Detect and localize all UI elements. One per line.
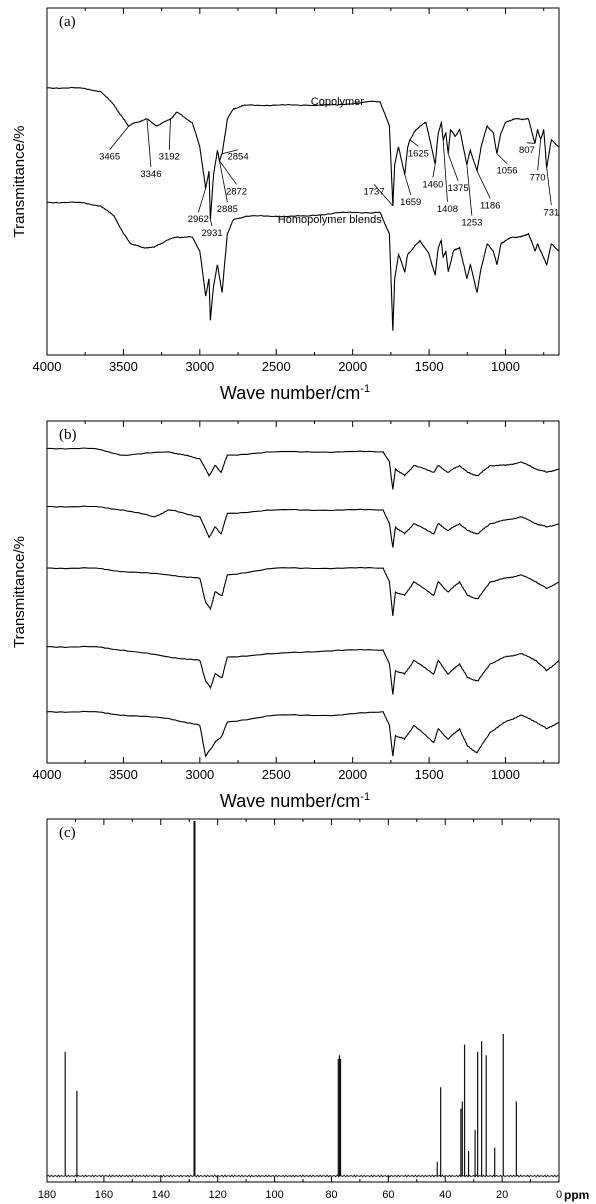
x-tick-label: 3000 [185, 359, 214, 374]
peak-leader-line [222, 149, 239, 155]
peak-label: 2854 [227, 152, 248, 163]
peak-label: 1625 [408, 148, 429, 159]
x-axis-label: Wave number/cm-1 [220, 383, 370, 403]
x-tick-label: 40 [439, 1189, 451, 1201]
peak-label: 770 [530, 173, 546, 184]
peak-leader-line [404, 174, 412, 195]
x-tick-label: 3500 [109, 767, 138, 782]
spectrum-line-4 [47, 645, 560, 695]
peak-label: 1253 [461, 218, 482, 229]
x-tick-label: 100 [265, 1189, 283, 1201]
nmr-baseline [46, 1174, 560, 1178]
x-tick-label: 1000 [491, 767, 520, 782]
x-tick-label: 180 [38, 1189, 56, 1201]
panel-1-axes: 4000 3500 3000 2500 2000 1500 1000 (b) Transmitt… [11, 420, 560, 811]
peak-leader-line [146, 119, 152, 168]
x-tick-label: 1500 [415, 359, 444, 374]
series-label: Copolymer [311, 96, 365, 108]
peak-label: 1056 [496, 166, 517, 177]
x-tick-label: 3000 [185, 767, 214, 782]
plot-frame [46, 7, 560, 356]
peak-leader-line [537, 139, 542, 171]
spectrum-line-1 [47, 447, 560, 490]
x-tick-label: 3500 [109, 359, 138, 374]
x-tick-label: 140 [152, 1189, 170, 1201]
x-tick-label: 60 [382, 1189, 394, 1201]
x-axis-label-superscript: -1 [360, 383, 370, 395]
peak-leader-line [168, 119, 171, 150]
panel-2-axes: 180 160 140 120 100 80 60 40 20 0 (c) ppm [38, 818, 589, 1202]
spectrum-line-5 [47, 710, 560, 758]
series-label: Homopolymer blends [278, 214, 382, 226]
peak-leader-line [476, 170, 491, 199]
x-tick-label: 2000 [338, 359, 367, 374]
peak-label: 1659 [400, 197, 421, 208]
series-line-copolymer [47, 86, 560, 220]
panel-label: (b) [59, 427, 77, 443]
y-axis-label: Transmittance/% [11, 536, 28, 648]
x-tick-label: 80 [325, 1189, 337, 1201]
peak-leader-line [219, 160, 237, 185]
spectrum-line-3 [47, 566, 560, 616]
x-tick-label: 1000 [491, 359, 520, 374]
peak-label: 3346 [140, 169, 161, 180]
x-axis-label: Wave number/cm-1 [220, 791, 370, 811]
peak-label: 2872 [226, 186, 247, 197]
peak-leader-line [496, 153, 508, 164]
panel-label: (c) [59, 825, 76, 841]
plot-frame [46, 420, 560, 764]
x-tick-label: 2000 [338, 767, 367, 782]
peak-leader-line [409, 139, 419, 147]
peak-label: 1375 [448, 183, 469, 194]
spectrum-line-2 [47, 505, 560, 548]
peak-leader-line [109, 125, 130, 150]
x-tick-label: 120 [208, 1189, 226, 1201]
x-axis-unit-label: ppm [564, 1188, 589, 1202]
peak-leader-line [447, 153, 459, 182]
peak-label: 1408 [437, 204, 458, 215]
x-tick-label: 160 [95, 1189, 113, 1201]
peak-leader-line [209, 219, 213, 227]
peak-leader-line [217, 150, 228, 202]
peak-label: 1460 [422, 180, 443, 191]
peak-label: 3465 [99, 152, 120, 163]
x-tick-label: 2500 [262, 359, 291, 374]
peak-leader-line [466, 164, 473, 216]
peak-label: 3192 [159, 152, 180, 163]
x-tick-label: 4000 [33, 767, 62, 782]
x-tick-label: 4000 [33, 359, 62, 374]
y-axis-label: Transmittance/% [11, 126, 28, 238]
peak-leader-line [432, 164, 436, 178]
peak-label: 2931 [201, 228, 222, 239]
x-tick-label: 0 [556, 1189, 562, 1201]
peak-leader-line [526, 142, 536, 144]
peak-leader-line [442, 139, 448, 202]
peak-label: 1737 [363, 186, 384, 197]
panel-label: (a) [59, 14, 76, 30]
x-tick-label: 2500 [262, 767, 291, 782]
x-axis-label-superscript: -1 [360, 791, 370, 803]
peak-label: 1186 [480, 200, 500, 211]
peak-label: 2885 [217, 204, 238, 215]
peak-label: 807 [519, 145, 535, 156]
x-tick-label: 20 [496, 1189, 508, 1201]
series-line-homopolymer-blends [47, 201, 560, 331]
peak-leader-line [373, 184, 394, 207]
x-tick-label: 1500 [415, 767, 444, 782]
panel-0-axes: 4000 3500 3000 2500 2000 1500 1000 (a) Transmitt… [11, 7, 560, 403]
peak-leader-line [546, 167, 552, 206]
peak-label: 731 [543, 207, 559, 218]
peak-leader-line [197, 188, 207, 213]
peak-label: 2962 [188, 214, 209, 225]
